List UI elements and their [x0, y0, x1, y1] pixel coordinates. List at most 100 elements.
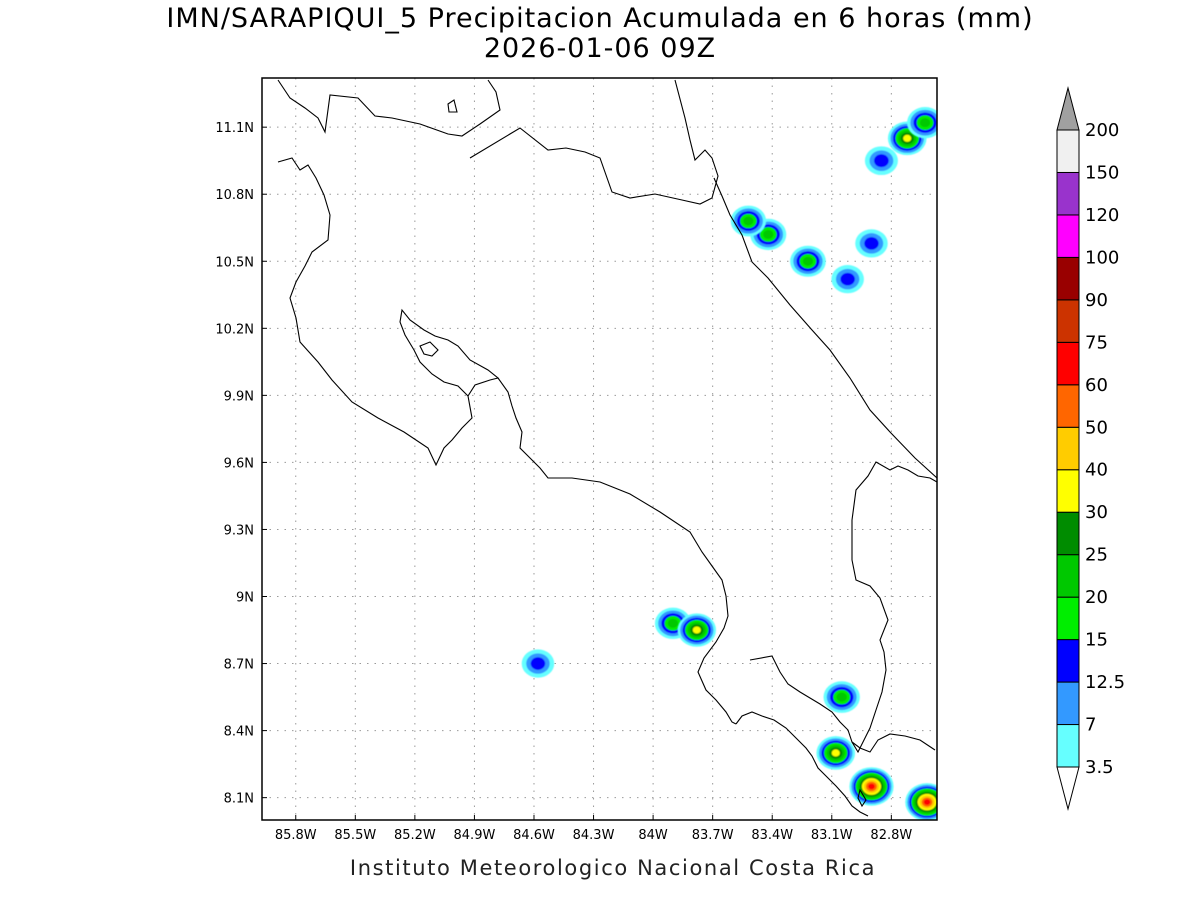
colorbar-level-label: 7	[1085, 715, 1096, 736]
island-lake	[447, 99, 458, 113]
longitude-axis: 85.8W 85.5W 85.2W 84.9W 84.6W 84.3W 84W 83.7W 83…	[275, 815, 912, 843]
lat-tick-label: 9.6N	[224, 456, 254, 471]
map-valid-time: 2026-01-06 09Z	[483, 33, 717, 64]
lon-tick-label: 85.8W	[275, 828, 317, 843]
precip-contour	[763, 229, 774, 239]
colorbar-level-label: 15	[1085, 630, 1108, 651]
colorbar-level-label: 40	[1085, 460, 1108, 481]
precip-contour	[743, 216, 754, 226]
colorbar-level-label: 75	[1085, 332, 1108, 353]
precip-contour	[923, 799, 931, 805]
island-small	[857, 788, 867, 808]
colorbar-swatch	[1056, 129, 1080, 173]
precip-contour	[919, 118, 931, 128]
colorbar-swatch	[1056, 299, 1080, 343]
precip-contour	[836, 692, 847, 702]
precip-contour	[530, 657, 546, 670]
lat-tick-label: 9.9N	[224, 389, 254, 404]
lat-tick-label: 11.1N	[215, 121, 254, 136]
precip-cell	[816, 736, 856, 770]
map-title: IMN/SARAPIQUI_5 Precipitacion Acumulada …	[166, 3, 1034, 34]
colorbar-swatch	[1056, 426, 1080, 471]
lat-tick-label: 10.8N	[215, 188, 254, 203]
colorbar-swatch	[1056, 469, 1080, 513]
precip-contour	[864, 237, 879, 250]
precip-cell	[905, 783, 937, 820]
precip-contour	[874, 154, 889, 168]
colorbar-level-label: 200	[1085, 120, 1119, 141]
colorbar-swatch	[1056, 384, 1080, 428]
colorbar-level-label: 100	[1085, 247, 1119, 268]
colorbar-swatch	[1056, 256, 1080, 301]
lat-tick-label: 9.3N	[224, 523, 254, 538]
precip-contour	[667, 618, 679, 628]
precip-cell	[907, 107, 937, 139]
map-panel: 85.8W 85.5W 85.2W 84.9W 84.6W 84.3W 84W 83.7W 83…	[215, 77, 938, 843]
precip-cell	[730, 205, 767, 237]
precip-cell	[790, 245, 826, 277]
footer-credit: Instituto Meteorologico Nacional Costa R…	[349, 856, 877, 880]
colorbar-level-label: 20	[1085, 587, 1108, 608]
lat-tick-label: 8.7N	[224, 658, 254, 673]
colorbar-level-label: 25	[1085, 545, 1108, 566]
coastline-caribbean	[713, 177, 937, 479]
colorbar-level-label: 120	[1085, 205, 1119, 226]
coastline-north-lake	[277, 79, 501, 137]
colorbar-swatch	[1056, 596, 1080, 641]
lon-tick-label: 82.8W	[870, 828, 912, 843]
coastline-burica	[851, 733, 936, 753]
precip-cell	[849, 767, 894, 806]
precip-cell	[855, 229, 888, 258]
coastline-nicoya-inner	[497, 377, 737, 725]
lon-tick-label: 84.6W	[513, 828, 555, 843]
graticule	[262, 78, 937, 820]
precip-cell	[864, 146, 898, 176]
colorbar-level-label: 60	[1085, 375, 1108, 396]
precip-cell	[677, 613, 716, 647]
precip-cell	[887, 121, 927, 156]
precip-cell	[521, 649, 555, 678]
colorbar-level-label: 50	[1085, 417, 1108, 438]
precip-contour	[868, 783, 875, 790]
lon-tick-label: 83.7W	[692, 828, 734, 843]
lon-tick-label: 84W	[638, 828, 668, 843]
precip-contour	[692, 626, 701, 634]
lon-tick-label: 85.2W	[394, 828, 436, 843]
coastline-osa	[735, 711, 869, 817]
lon-tick-label: 84.9W	[454, 828, 496, 843]
precip-contour	[802, 256, 814, 266]
lon-tick-label: 84.3W	[573, 828, 615, 843]
coastline-river-border	[469, 79, 719, 205]
colorbar-swatch	[1056, 511, 1080, 556]
coastline	[277, 79, 937, 817]
colorbar-swatch	[1056, 639, 1080, 683]
colorbar-swatch	[1056, 171, 1080, 216]
colorbar-swatch	[1056, 341, 1080, 386]
lon-tick-label: 85.5W	[334, 828, 376, 843]
precip-contour	[840, 272, 855, 286]
lat-tick-label: 10.2N	[215, 322, 254, 337]
lon-tick-label: 83.1W	[811, 828, 853, 843]
colorbar-over-triangle	[1056, 86, 1080, 131]
colorbar-swatch	[1056, 554, 1080, 598]
precip-cell	[831, 265, 864, 294]
colorbar-under-triangle	[1056, 766, 1080, 811]
coastline-pacific-north	[277, 157, 500, 467]
map-border	[261, 77, 938, 821]
precip-contour	[831, 749, 840, 757]
colorbar-swatch	[1056, 681, 1080, 726]
colorbar-swatch	[1056, 724, 1080, 768]
lat-tick-label: 10.5N	[215, 255, 254, 270]
island-gulf	[419, 341, 439, 357]
lat-tick-label: 9N	[236, 591, 254, 606]
precip-cell	[823, 681, 860, 713]
coastline-golfo-dulce	[749, 461, 937, 754]
colorbar-swatch	[1056, 214, 1080, 258]
latitude-axis: 8.1N 8.4N 8.7N 9N 9.3N 9.6N 9.9N 10.2N 10.5N 10.8…	[215, 121, 267, 807]
lat-tick-label: 8.4N	[224, 725, 254, 740]
colorbar-level-label: 30	[1085, 502, 1108, 523]
colorbar-level-label: 90	[1085, 290, 1108, 311]
lon-tick-label: 83.4W	[751, 828, 793, 843]
colorbar-level-label: 3.5	[1085, 757, 1114, 778]
